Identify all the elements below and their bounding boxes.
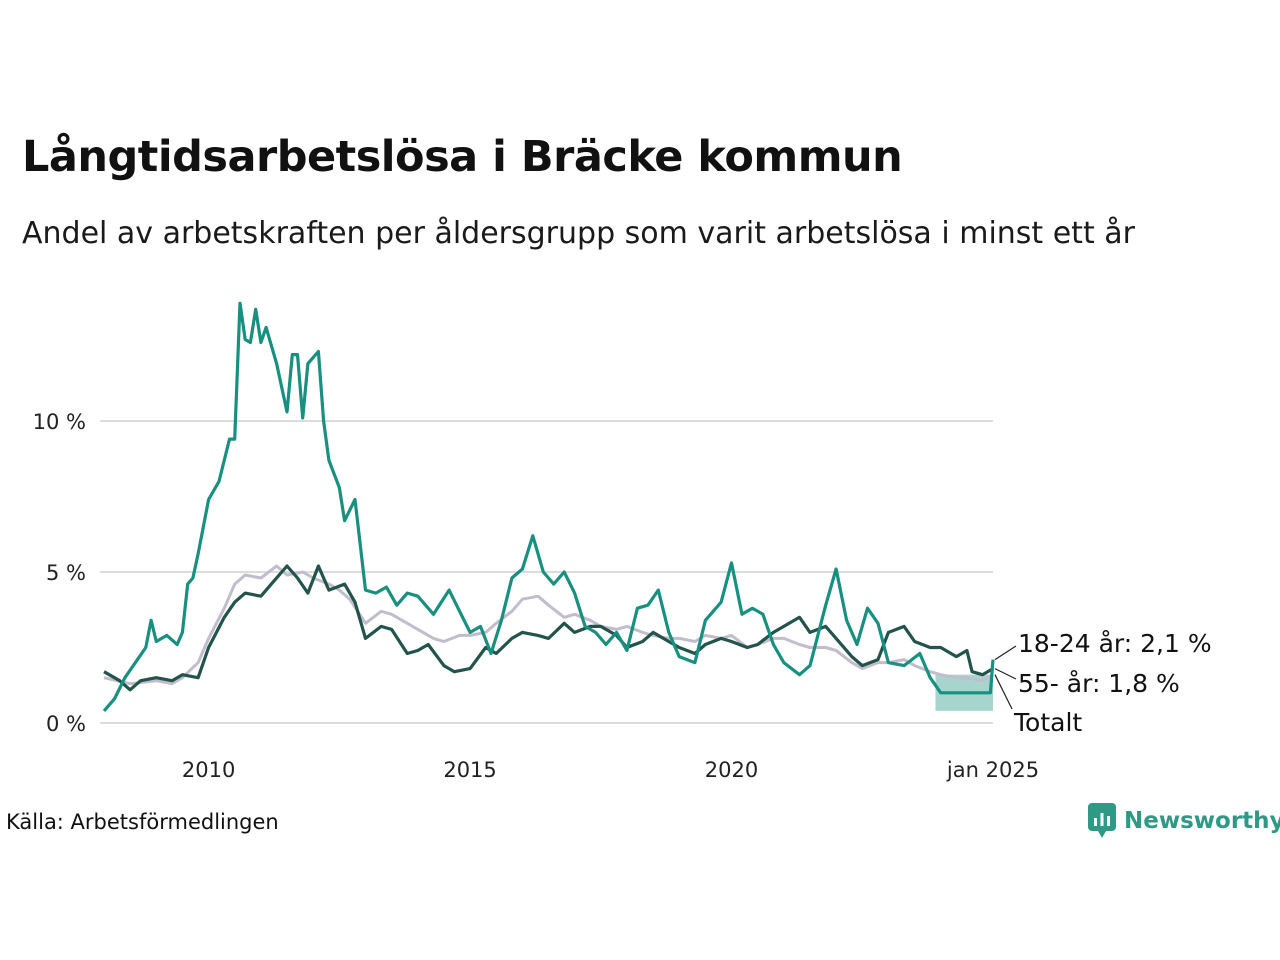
chart-title: Långtidsarbetslösa i Bräcke kommun (22, 132, 903, 182)
series-line-0 (103, 564, 994, 686)
series-label-leader-0 (994, 674, 1013, 710)
series-line-1 (103, 564, 994, 692)
series-label: 55- år: 1,8 % (1018, 669, 1180, 698)
y-axis-tick-labels: 0 % 5 % 10 % (33, 410, 86, 736)
x-tick-label: 2020 (705, 758, 758, 782)
source-note: Källa: Arbetsförmedlingen (6, 810, 279, 834)
chart-subtitle: Andel av arbetskraften per åldersgrupp s… (22, 216, 1135, 251)
x-axis-tick-labels: 2010 2015 2020 jan 2025 (182, 758, 1039, 782)
x-tick-label: jan 2025 (946, 758, 1039, 782)
gridlines (100, 420, 993, 724)
y-tick-label: 0 % (46, 712, 86, 736)
newsworthy-logo-icon (1088, 803, 1116, 838)
y-tick-label: 5 % (46, 561, 86, 585)
series-label: Totalt (1013, 708, 1082, 737)
series-label: 18-24 år: 2,1 % (1018, 629, 1212, 658)
series-line-2 (102, 301, 995, 712)
series-lines (102, 301, 995, 712)
newsworthy-logo-text: Newsworthy (1124, 808, 1280, 834)
newsworthy-logo: Newsworthy (1088, 803, 1280, 839)
series-label-leader-1 (994, 668, 1017, 680)
x-tick-label: 2015 (443, 758, 496, 782)
series-label-leader-2 (994, 645, 1017, 661)
series-end-labels: Totalt 55- år: 1,8 % 18-24 år: 2,1 % (994, 629, 1212, 737)
y-tick-label: 10 % (33, 410, 86, 434)
x-tick-label: 2010 (182, 758, 235, 782)
